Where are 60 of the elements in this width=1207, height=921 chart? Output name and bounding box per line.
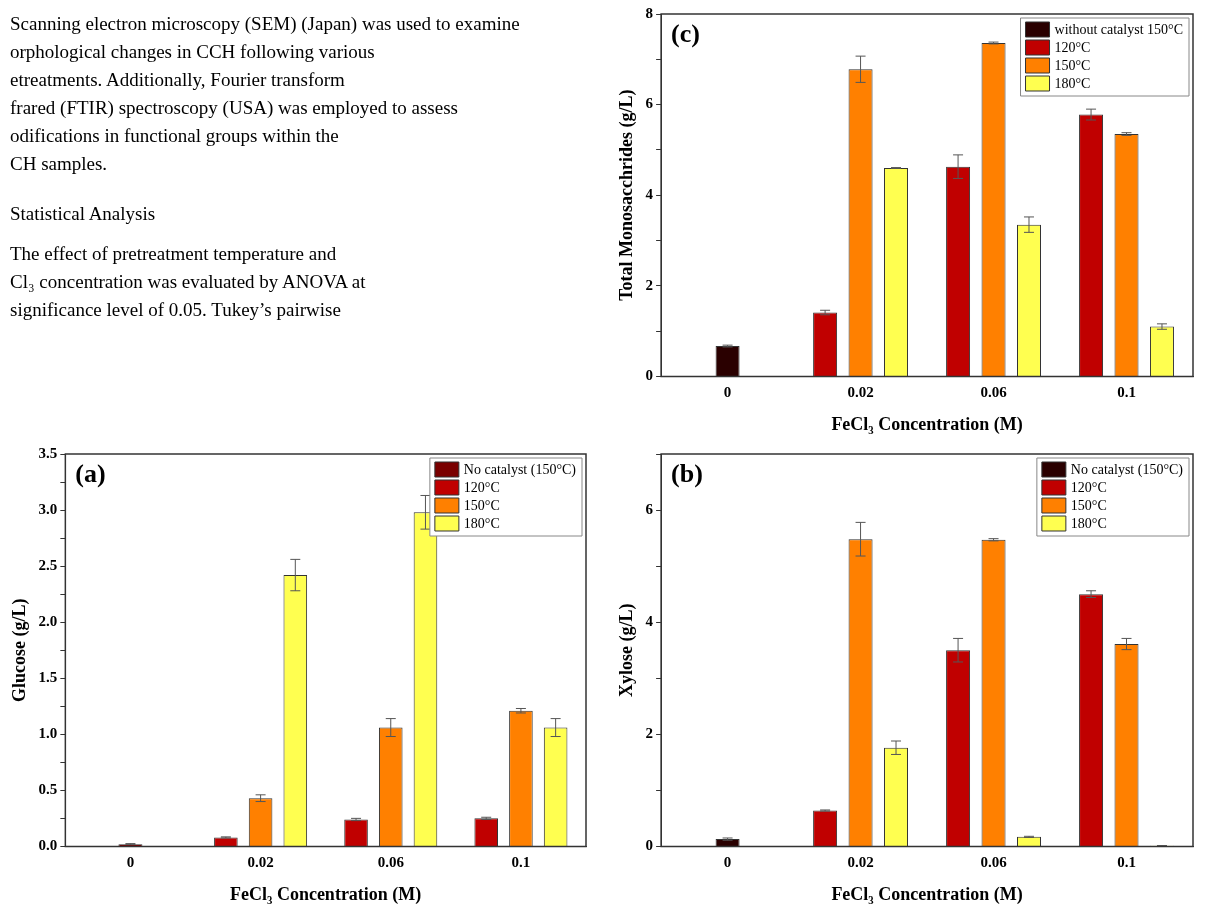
text: etreatments. Additionally, Fourier transform [10, 68, 346, 92]
y-axis-title: Glucose (g/L) [9, 598, 31, 702]
x-tick-label: 0.1 [511, 854, 531, 871]
text: CH samples. [10, 152, 109, 176]
text: Cl₃ concentration was evaluated by ANOVA at [10, 270, 367, 294]
y-tick-label: 2 [645, 725, 654, 742]
annotation: (a) [75, 458, 106, 488]
x-tick-label: 0.02 [847, 854, 874, 871]
x-axis-title: FeCl₃ Concentration (M) [230, 883, 422, 905]
y-tick-label: 0.5 [38, 781, 58, 798]
legend-label: No catalyst (150°C) [463, 461, 577, 478]
text: orphological changes in CCH following various [10, 40, 376, 64]
y-tick-label: 0 [645, 367, 654, 384]
y-tick-label: 6 [645, 500, 654, 517]
y-tick-label: 1.5 [38, 669, 58, 686]
y-tick-label: 0.0 [38, 837, 58, 854]
y-tick-label: 3.0 [38, 500, 58, 517]
x-axis-title: FeCl₃ Concentration (M) [831, 413, 1023, 435]
text: Scanning electron microscopy (SEM) (Japan) was used to examine [10, 12, 521, 36]
y-tick-label: 2.0 [38, 613, 58, 630]
x-tick-label: 0 [723, 384, 732, 401]
legend-label: without catalyst 150°C [1054, 21, 1184, 37]
annotation: (b) [671, 458, 703, 488]
x-tick-label: 0 [723, 854, 732, 871]
legend-label: 120°C [1054, 39, 1091, 55]
legend-label: 180°C [1054, 75, 1091, 91]
legend-label: 120°C [463, 479, 500, 495]
legend-label: 150°C [1070, 497, 1107, 513]
text: frared (FTIR) spectroscopy (USA) was employed to assess [10, 96, 459, 120]
x-tick-label: 0.1 [1117, 384, 1136, 401]
y-axis-title: Total Monosacchrides (g/L) [616, 89, 638, 301]
y-tick-label: 2.5 [38, 556, 58, 573]
text: Statistical Analysis [10, 202, 157, 226]
legend-label: 120°C [1070, 479, 1107, 495]
text: The effect of pretreatment temperature and [10, 242, 338, 266]
x-tick-label: 0 [126, 854, 135, 871]
y-tick-label: 4 [645, 186, 654, 203]
legend-label: 180°C [463, 515, 500, 531]
y-tick-label: 2 [645, 276, 654, 293]
annotation: (c) [671, 18, 700, 48]
y-tick-label: 0 [645, 837, 654, 854]
x-tick-label: 0.02 [847, 384, 874, 401]
y-tick-label: 1.0 [38, 725, 58, 742]
legend-label: 150°C [1054, 57, 1091, 73]
legend-label: 180°C [1070, 515, 1107, 531]
x-tick-label: 0.1 [1117, 854, 1136, 871]
y-tick-label: 4 [645, 613, 654, 630]
y-axis-title: Xylose (g/L) [616, 603, 638, 697]
legend-label: No catalyst (150°C) [1070, 461, 1184, 478]
x-tick-label: 0.02 [247, 854, 274, 871]
text: odifications in functional groups within the [10, 124, 340, 148]
x-axis-title: FeCl₃ Concentration (M) [831, 883, 1023, 905]
y-tick-label: 3.5 [38, 444, 58, 461]
y-tick-label: 8 [645, 4, 654, 21]
x-tick-label: 0.06 [377, 854, 405, 871]
y-tick-label: 6 [645, 95, 654, 112]
legend-label: 150°C [463, 497, 500, 513]
x-tick-label: 0.06 [980, 384, 1008, 401]
text: significance level of 0.05. Tukey’s pairwise [10, 298, 342, 322]
x-tick-label: 0.06 [980, 854, 1008, 871]
